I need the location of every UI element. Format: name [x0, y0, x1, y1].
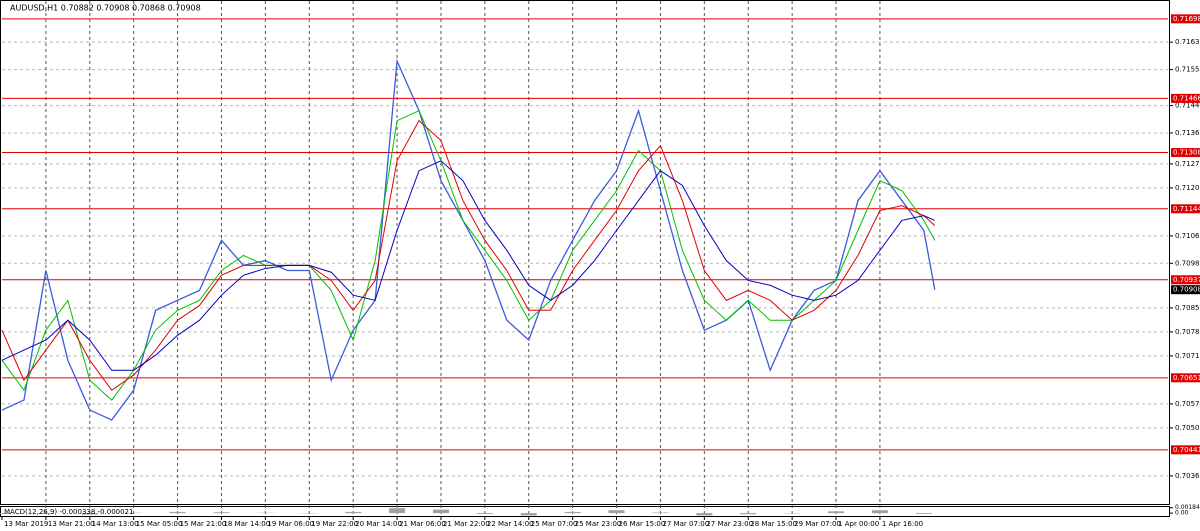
macd-bar	[564, 511, 581, 514]
macd-bar	[0, 513, 10, 514]
level-label: 0.71144	[1173, 205, 1200, 213]
x-tick-label: 27 Mar 23:00	[706, 520, 753, 528]
x-tick-label: 13 Mar 21:00	[48, 520, 95, 528]
x-tick-label: 18 Mar 14:00	[223, 520, 270, 528]
x-tick-label: 21 Mar 22:00	[443, 520, 490, 528]
y-tick-label: 0.71445	[1175, 102, 1200, 110]
x-tick-label: 28 Mar 15:00	[750, 520, 797, 528]
y-tick-label: 0.70715	[1175, 352, 1200, 360]
price-line	[1, 58, 936, 421]
macd-title: MACD(12,26,9) -0.000338 -0.000021	[4, 508, 133, 516]
y-tick-label: 0.70365	[1175, 472, 1200, 480]
macd-bar	[520, 513, 537, 516]
level-tag	[1171, 93, 1200, 103]
y-tick-label: 0.71205	[1175, 184, 1200, 192]
x-tick-label: 15 Mar 21:00	[180, 520, 227, 528]
y-tick-label: 0.71275	[1175, 160, 1200, 168]
level-tag	[1171, 373, 1200, 383]
x-tick-label: 19 Mar 06:00	[267, 520, 314, 528]
macd-bar	[608, 510, 625, 514]
x-tick-label: 15 Mar 05:00	[136, 520, 183, 528]
x-tick-label: 29 Mar 07:00	[794, 520, 841, 528]
y-tick-label: 0.70505	[1175, 424, 1200, 432]
level-label: 0.71308	[1173, 149, 1200, 157]
macd-bar	[915, 513, 932, 514]
x-tick-label: 19 Mar 22:00	[311, 520, 358, 528]
price-tag	[1171, 285, 1200, 295]
y-tick-label: 0.71065	[1175, 232, 1200, 240]
x-tick-label: 13 Mar 2019	[4, 520, 48, 528]
x-tick-label: 1 Apr 00:00	[838, 520, 879, 528]
macd-bar	[652, 512, 669, 514]
x-tick-label: 25 Mar 07:00	[531, 520, 578, 528]
x-tick-label: 22 Mar 14:00	[487, 520, 534, 528]
level-tag	[1171, 148, 1200, 158]
macd-bar	[345, 511, 362, 514]
last-price-label: 0.70908	[1173, 286, 1200, 294]
level-tag	[1171, 204, 1200, 214]
macd-bar	[476, 513, 493, 514]
moving-average	[1, 110, 936, 401]
y-tick-label: 0.70985	[1175, 259, 1200, 267]
macd-pane	[0, 506, 1170, 517]
y-tick-label: 0.001846	[1175, 504, 1200, 511]
level-label: 0.70937	[1173, 276, 1200, 284]
macd-bar	[432, 509, 449, 514]
level-label: 0.70651	[1173, 374, 1200, 382]
level-label: 0.71466	[1173, 94, 1200, 102]
level-tag	[1171, 445, 1200, 455]
level-tag	[1171, 275, 1200, 285]
macd-bar	[740, 513, 757, 515]
main-pane	[0, 0, 1170, 505]
chart-title: AUDUSD,H1 0.70882 0.70908 0.70868 0.7090…	[10, 4, 201, 13]
y-tick-label: 0.70575	[1175, 400, 1200, 408]
macd-bar	[37, 513, 54, 514]
x-tick-label: 25 Mar 23:00	[575, 520, 622, 528]
y-tick-label: 0.71365	[1175, 129, 1200, 137]
macd-bar	[81, 513, 98, 515]
x-tick-label: 27 Mar 07:00	[662, 520, 709, 528]
x-tick-label: 14 Mar 13:00	[92, 520, 139, 528]
y-tick-label: 0.70785	[1175, 328, 1200, 336]
y-tick-label: 0.70855	[1175, 304, 1200, 312]
x-tick-label: 1 Apr 16:00	[882, 520, 923, 528]
y-tick-label: 0.00	[1175, 510, 1189, 517]
x-tick-label: 20 Mar 14:00	[355, 520, 402, 528]
macd-bar	[696, 513, 713, 516]
macd-bar	[213, 512, 230, 514]
x-tick-label: 26 Mar 15:00	[619, 520, 666, 528]
macd-bar	[389, 508, 406, 514]
level-tag	[1171, 14, 1200, 24]
level-label: 0.70441	[1173, 446, 1200, 454]
level-label: 0.71698	[1173, 15, 1200, 23]
moving-average	[1, 119, 936, 391]
macd-bar	[828, 511, 845, 514]
x-tick-label: 21 Mar 06:00	[399, 520, 446, 528]
macd-bar	[169, 511, 186, 514]
moving-average	[1, 160, 936, 371]
macd-bar	[871, 510, 888, 514]
